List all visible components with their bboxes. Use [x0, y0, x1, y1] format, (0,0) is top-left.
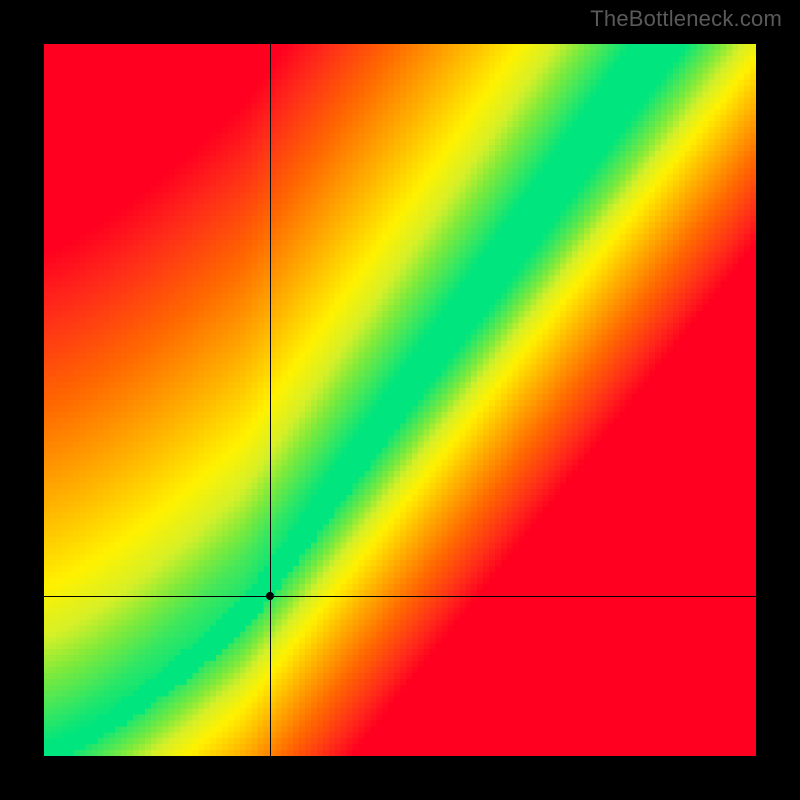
- heatmap-canvas: [44, 44, 756, 756]
- crosshair-horizontal: [44, 596, 756, 597]
- crosshair-vertical: [270, 44, 271, 756]
- heatmap-plot: [44, 44, 756, 756]
- crosshair-dot: [266, 592, 274, 600]
- watermark-text: TheBottleneck.com: [590, 6, 782, 32]
